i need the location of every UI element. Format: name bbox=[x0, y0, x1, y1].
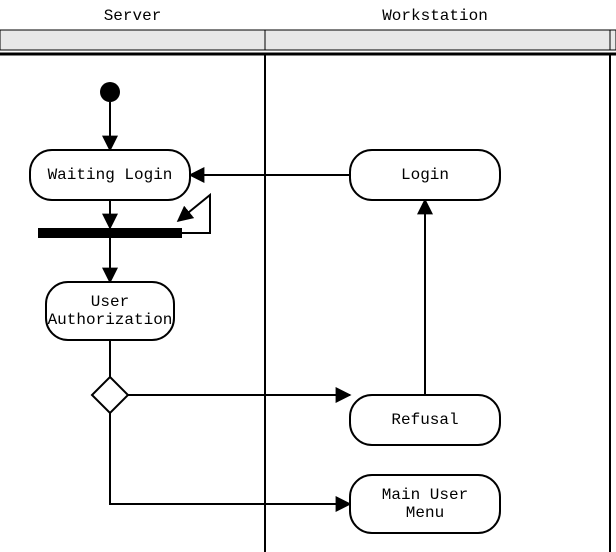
lane-header-workstation: Workstation bbox=[382, 7, 488, 25]
initial-node bbox=[100, 82, 120, 102]
activity-diagram: Server Workstation Waiting Login Login UserA… bbox=[0, 0, 616, 552]
activity-label-waiting_login: Waiting Login bbox=[48, 166, 173, 184]
edge-sync-loopback bbox=[178, 195, 210, 233]
activity-label-login: Login bbox=[401, 166, 449, 184]
activity-label-user_auth: User bbox=[91, 293, 129, 311]
activity-label-main_menu: Main User bbox=[382, 486, 468, 504]
edge-decision-to-mainmenu bbox=[110, 413, 350, 504]
decision-node bbox=[92, 377, 128, 413]
activity-label-main_menu: Menu bbox=[406, 504, 444, 522]
activity-label-refusal: Refusal bbox=[391, 411, 458, 429]
lane-header-server: Server bbox=[104, 7, 162, 25]
activity-label-user_auth: Authorization bbox=[48, 311, 173, 329]
sync-bar bbox=[38, 228, 182, 238]
header-bar bbox=[0, 30, 616, 50]
